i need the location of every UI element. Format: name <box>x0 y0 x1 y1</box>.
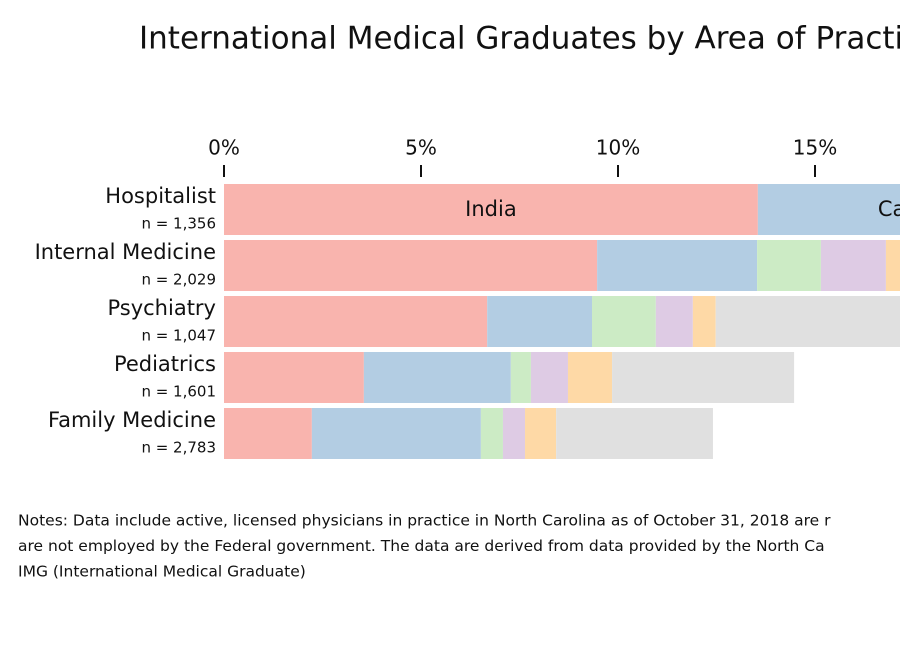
x-tick-label: 0% <box>208 136 240 160</box>
segment-label: Ca <box>878 197 900 221</box>
bar-segment <box>530 352 568 403</box>
bar-segment <box>655 296 693 347</box>
category-note: n = 1,356 <box>141 215 216 233</box>
x-tick-label: 15% <box>793 136 837 160</box>
bar-segment <box>224 240 598 291</box>
x-tick-label: 5% <box>405 136 437 160</box>
category-label: Pediatrics <box>114 352 216 376</box>
bar-segment <box>224 352 364 403</box>
bar-segment <box>885 240 900 291</box>
chart-title: International Medical Graduates by Area … <box>139 21 900 57</box>
bar-segment <box>820 240 886 291</box>
bar-segment <box>480 408 503 459</box>
note: IMG (International Medical Graduate) <box>18 563 306 581</box>
bar-segment <box>757 240 821 291</box>
note: are not employed by the Federal governme… <box>18 537 825 555</box>
category-note: n = 1,601 <box>141 383 216 401</box>
bar-segment <box>224 296 488 347</box>
bar-segment <box>487 296 592 347</box>
category-note: n = 2,029 <box>141 271 216 289</box>
note: Notes: Data include active, licensed phy… <box>18 512 831 530</box>
bar-segment <box>556 408 713 459</box>
bar-segment <box>591 296 656 347</box>
bar-segment <box>692 296 716 347</box>
category-label: Hospitalist <box>105 184 216 208</box>
bar-segment <box>612 352 795 403</box>
bar-segment <box>597 240 758 291</box>
bar-segment <box>502 408 526 459</box>
category-label: Family Medicine <box>48 408 216 432</box>
bar-segment <box>224 408 312 459</box>
category-label: Internal Medicine <box>35 240 216 264</box>
bar-segment <box>311 408 481 459</box>
bar-segment <box>525 408 557 459</box>
segment-label: India <box>465 197 517 221</box>
bar-segment <box>224 184 758 235</box>
x-tick-label: 10% <box>596 136 640 160</box>
category-label: Psychiatry <box>107 296 216 320</box>
bar-segment <box>363 352 511 403</box>
category-note: n = 2,783 <box>141 439 216 457</box>
bar-segment <box>715 296 900 347</box>
bar-segment <box>757 184 900 235</box>
category-note: n = 1,047 <box>141 327 216 345</box>
bar-segment <box>567 352 613 403</box>
bar-segment <box>510 352 531 403</box>
